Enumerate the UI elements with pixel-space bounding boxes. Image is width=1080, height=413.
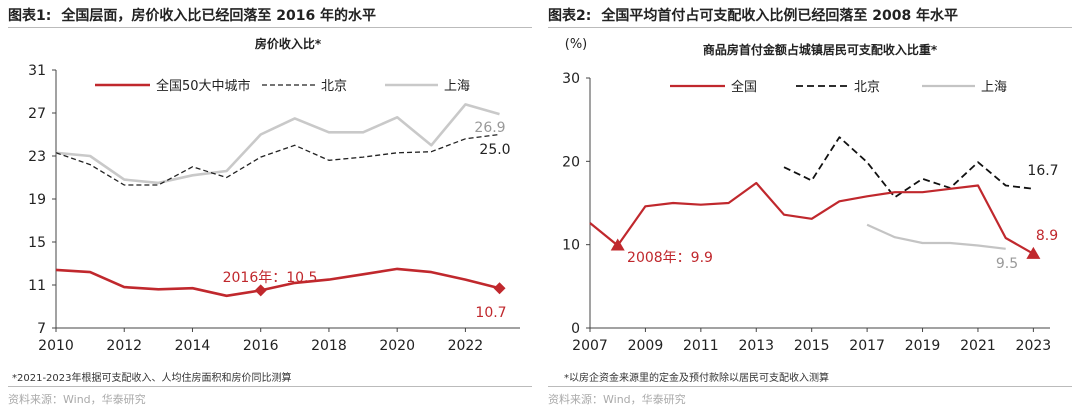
legend-label: 北京 [321, 79, 347, 94]
legend-label: 全国50大中城市 [156, 78, 251, 94]
y-tick-label: 10 [562, 238, 580, 254]
y-tick-label: 31 [28, 63, 46, 79]
series-line-2 [783, 136, 1034, 199]
x-tick-label: 2009 [628, 338, 664, 354]
x-tick-label: 2020 [379, 338, 415, 354]
legend-label: 上海 [981, 80, 1007, 95]
y-tick-label: 27 [28, 106, 46, 122]
line-chart: 房价收入比* 7 11 15 19 23 27 31 2010 2012 2014 2016 2018 2… [28, 36, 520, 354]
x-tick-label: 2012 [106, 338, 142, 354]
x-tick-label: 2010 [38, 338, 74, 354]
y-tick-label: 0 [571, 321, 580, 337]
source-text: 资料来源：Wind，华泰研究 [8, 393, 146, 406]
data-label: 2016年：10.5 [223, 270, 318, 286]
y-tick-label: 30 [562, 71, 580, 87]
chart-footnote: *以房企资金来源里的定金及预付款除以居民可支配收入测算 [564, 373, 829, 384]
source-text: 资料来源：Wind，华泰研究 [548, 393, 686, 406]
x-tick-label: 2016 [243, 338, 279, 354]
series-line-3 [866, 223, 1006, 250]
data-label: 25.0 [479, 142, 510, 158]
x-tick-label: 2019 [905, 338, 941, 354]
legend-label: 北京 [854, 80, 880, 95]
x-tick-label: 2014 [175, 338, 211, 354]
line-chart: 商品房首付金额占城镇居民可支配收入比重* (%) 0 10 20 30 2007 2009 20… [562, 37, 1058, 354]
x-tick-label: 2023 [1016, 338, 1052, 354]
x-tick-label: 2013 [738, 338, 774, 354]
y-tick-label: 23 [28, 149, 46, 165]
legend-label: 上海 [444, 79, 470, 94]
highlight-marker [254, 284, 267, 297]
data-label: 16.7 [1027, 163, 1058, 179]
title-divider [548, 27, 1072, 28]
x-tick-label: 2018 [311, 338, 347, 354]
y-tick-label: 7 [37, 321, 46, 337]
y-axis-unit: (%) [565, 37, 588, 52]
data-label: 10.7 [475, 305, 506, 321]
highlight-marker [1026, 246, 1041, 259]
footer-divider [548, 386, 1072, 387]
chart-title: 商品房首付金额占城镇居民可支配收入比重* [703, 42, 938, 57]
series-line-3 [55, 103, 500, 185]
series-line-1 [55, 267, 500, 298]
y-tick-label: 11 [28, 278, 46, 294]
highlight-marker [610, 238, 625, 251]
legend-label: 全国 [731, 79, 757, 95]
data-label: 2008年：9.9 [627, 250, 713, 266]
title-divider [8, 27, 532, 28]
figure-title: 图表1: 全国层面，房价收入比已经回落至 2016 年的水平 [8, 8, 377, 24]
data-label: 26.9 [474, 120, 505, 136]
data-label: 9.5 [996, 256, 1018, 272]
data-label: 8.9 [1036, 228, 1058, 244]
x-tick-label: 2007 [572, 338, 608, 354]
x-tick-label: 2011 [683, 338, 719, 354]
chart-panel-2: 图表2: 全国平均首付占可支配收入比例已经回落至 2008 年水平 商品房首付金额… [540, 0, 1080, 413]
chart-panel-1: 图表1: 全国层面，房价收入比已经回落至 2016 年的水平 房价收入比* 7 11 1… [8, 8, 532, 406]
series-line-2 [55, 133, 500, 186]
chart-title: 房价收入比* [255, 36, 322, 51]
y-tick-label: 19 [28, 192, 46, 208]
series-line-1 [589, 181, 1034, 255]
highlight-marker [493, 282, 506, 295]
y-tick-label: 15 [28, 235, 46, 251]
x-tick-label: 2021 [960, 338, 996, 354]
x-tick-label: 2022 [448, 338, 484, 354]
x-tick-label: 2017 [849, 338, 885, 354]
figure-title: 图表2: 全国平均首付占可支配收入比例已经回落至 2008 年水平 [548, 8, 959, 24]
y-tick-label: 20 [562, 154, 580, 170]
chart-footnote: *2021-2023年根据可支配收入、人均住房面积和房价同比测算 [12, 373, 292, 384]
footer-divider [8, 386, 532, 387]
x-tick-label: 2015 [794, 338, 830, 354]
